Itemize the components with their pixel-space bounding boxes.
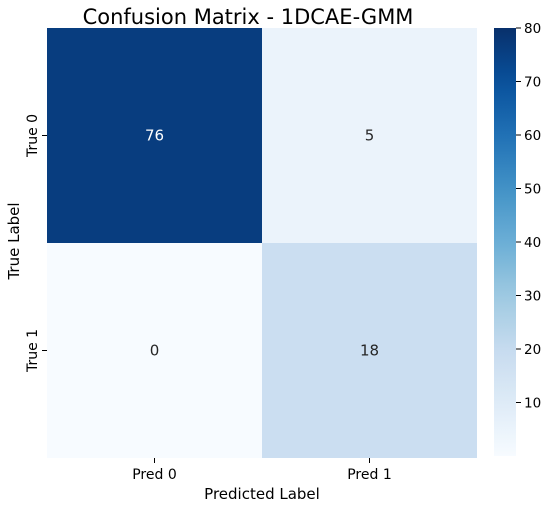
cell-value-label: 0: [150, 342, 160, 360]
y-tick-label: True 1: [25, 329, 41, 373]
y-axis-label: True Label: [5, 202, 23, 280]
colorbar-tick-label: 70: [524, 75, 541, 91]
colorbar-tick-label: 60: [524, 128, 541, 144]
heatmap-cell: [47, 28, 262, 243]
cell-value-label: 18: [360, 342, 379, 360]
x-axis-ticks: Pred 0 Pred 1: [132, 458, 392, 483]
colorbar-tick-label: 30: [524, 289, 541, 305]
heatmap-cell: [47, 243, 262, 458]
colorbar-gradient: [494, 28, 516, 456]
heatmap-cell: [262, 243, 477, 458]
chart-title: Confusion Matrix - 1DCAE-GMM: [83, 5, 414, 29]
y-axis-ticks: True 0 True 1: [25, 114, 47, 373]
colorbar: 10 20 30 40 50 60 70 80: [494, 21, 541, 456]
colorbar-tick-label: 20: [524, 342, 541, 358]
x-tick-label: Pred 0: [132, 467, 177, 483]
colorbar-tick-label: 40: [524, 235, 541, 251]
x-tick-label: Pred 1: [347, 467, 392, 483]
heatmap-cells: 76 5 0 18: [47, 28, 477, 458]
colorbar-tick-label: 50: [524, 182, 541, 198]
colorbar-tick-label: 80: [524, 21, 541, 37]
cell-value-label: 5: [365, 127, 375, 145]
x-axis-label: Predicted Label: [204, 485, 320, 503]
heatmap-cell: [262, 28, 477, 243]
y-tick-label: True 0: [25, 114, 41, 158]
colorbar-tick-label: 10: [524, 396, 541, 412]
cell-value-label: 76: [145, 127, 164, 145]
